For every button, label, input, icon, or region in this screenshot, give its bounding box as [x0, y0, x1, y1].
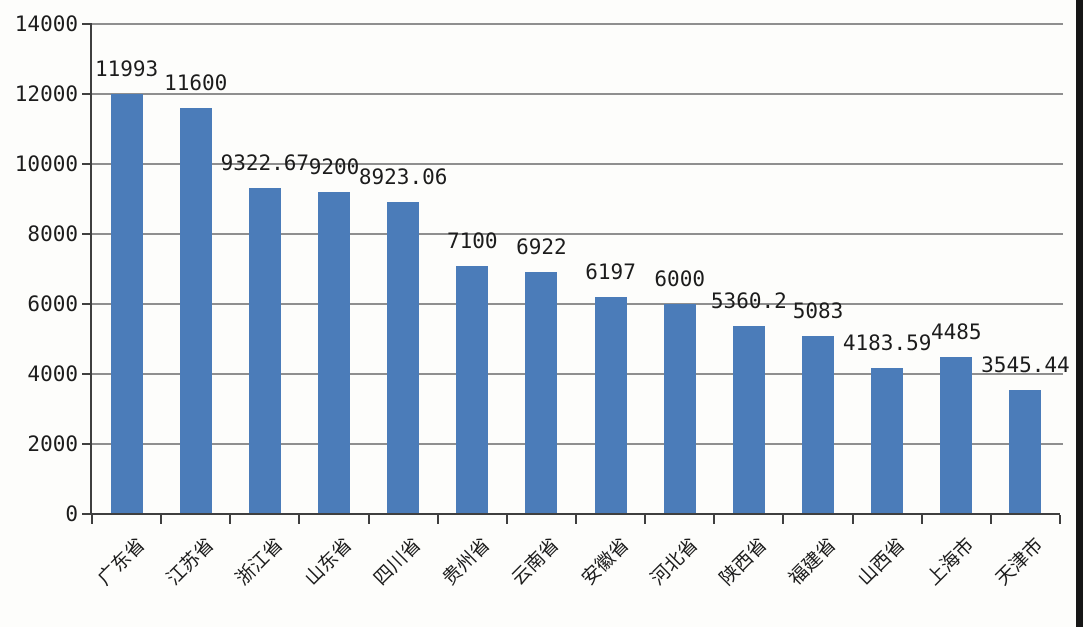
value-label-2: 11600 — [164, 71, 228, 95]
y-tick-label-4000: 4000 — [27, 362, 78, 386]
gridline-8000 — [92, 233, 1063, 235]
category-label-11: 福建省 — [784, 533, 841, 590]
category-label-6: 贵州省 — [438, 533, 495, 590]
category-label-13: 上海市 — [922, 533, 979, 590]
value-label-4: 9200 — [308, 155, 360, 179]
category-label-14: 天津市 — [991, 533, 1048, 590]
category-label-7: 云南省 — [507, 533, 564, 590]
y-tick-2000 — [82, 443, 92, 445]
y-tick-8000 — [82, 233, 92, 235]
value-label-5: 8923.06 — [358, 164, 448, 189]
value-label-13: 4485 — [930, 320, 982, 345]
bar-5 — [387, 201, 420, 513]
x-tick-12 — [920, 515, 923, 524]
x-axis-line — [90, 513, 1060, 515]
bar-8 — [594, 297, 627, 513]
x-tick-10 — [782, 515, 785, 524]
bar-2 — [179, 108, 212, 513]
value-label-12: 4183.59 — [842, 330, 932, 355]
bar-6 — [456, 265, 489, 513]
value-label-11: 5083 — [792, 299, 844, 324]
y-tick-10000 — [82, 163, 92, 165]
y-tick-label-12000: 12000 — [14, 82, 78, 106]
bar-14 — [1009, 389, 1042, 513]
gridline-12000 — [92, 93, 1063, 95]
bar-11 — [802, 336, 834, 513]
y-tick-label-6000: 6000 — [27, 292, 78, 316]
bar-4 — [318, 192, 350, 513]
value-label-7: 6922 — [516, 234, 567, 259]
bar-7 — [525, 271, 558, 513]
category-label-10: 陕西省 — [715, 533, 772, 590]
y-tick-0 — [82, 513, 92, 515]
value-label-1: 11993 — [94, 57, 159, 82]
y-tick-label-2000: 2000 — [27, 432, 78, 456]
x-tick-3 — [298, 515, 301, 524]
value-label-6: 7100 — [446, 228, 498, 253]
gridline-10000 — [92, 163, 1063, 165]
category-label-8: 安徽省 — [577, 533, 633, 590]
y-tick-label-10000: 10000 — [14, 152, 78, 176]
x-tick-2 — [229, 515, 232, 524]
y-tick-4000 — [82, 373, 92, 375]
category-label-1: 广东省 — [93, 533, 149, 590]
gridline-14000 — [92, 23, 1063, 25]
x-tick-11 — [851, 515, 854, 524]
category-label-9: 河北省 — [646, 533, 703, 590]
y-tick-label-8000: 8000 — [27, 222, 78, 246]
x-tick-5 — [436, 515, 439, 524]
value-label-10: 5360.2 — [710, 289, 787, 314]
y-tick-6000 — [82, 303, 92, 305]
value-label-14: 3545.44 — [981, 352, 1070, 377]
image-right-border — [1076, 0, 1083, 627]
y-tick-label-0: 0 — [65, 502, 78, 526]
value-label-8: 6197 — [585, 260, 636, 285]
bar-13 — [940, 357, 973, 513]
category-label-12: 山西省 — [853, 533, 910, 590]
x-tick-1 — [160, 515, 163, 524]
x-tick-13 — [989, 515, 992, 524]
y-axis-line — [90, 24, 92, 515]
x-tick-6 — [505, 515, 508, 524]
gridline-4000 — [92, 373, 1063, 375]
y-tick-14000 — [82, 23, 92, 25]
category-label-5: 四川省 — [369, 533, 426, 590]
bar-10 — [732, 326, 765, 513]
x-tick-4 — [367, 515, 370, 524]
x-tick-0 — [91, 515, 93, 524]
bar-3 — [248, 187, 281, 513]
gridline-6000 — [92, 303, 1063, 305]
bar-1 — [110, 94, 143, 513]
value-label-9: 6000 — [654, 267, 705, 291]
category-label-4: 山东省 — [300, 533, 357, 590]
value-label-3: 9322.67 — [220, 150, 310, 175]
category-label-3: 浙江省 — [231, 533, 288, 590]
bar-12 — [871, 367, 904, 513]
x-tick-14 — [1059, 515, 1061, 524]
bar-9 — [663, 304, 696, 513]
y-tick-label-14000: 14000 — [14, 12, 78, 36]
y-tick-12000 — [82, 93, 92, 95]
category-label-2: 江苏省 — [162, 533, 219, 590]
x-tick-9 — [713, 515, 716, 524]
gridline-2000 — [92, 443, 1063, 445]
x-tick-8 — [644, 515, 647, 524]
x-tick-7 — [575, 515, 577, 524]
